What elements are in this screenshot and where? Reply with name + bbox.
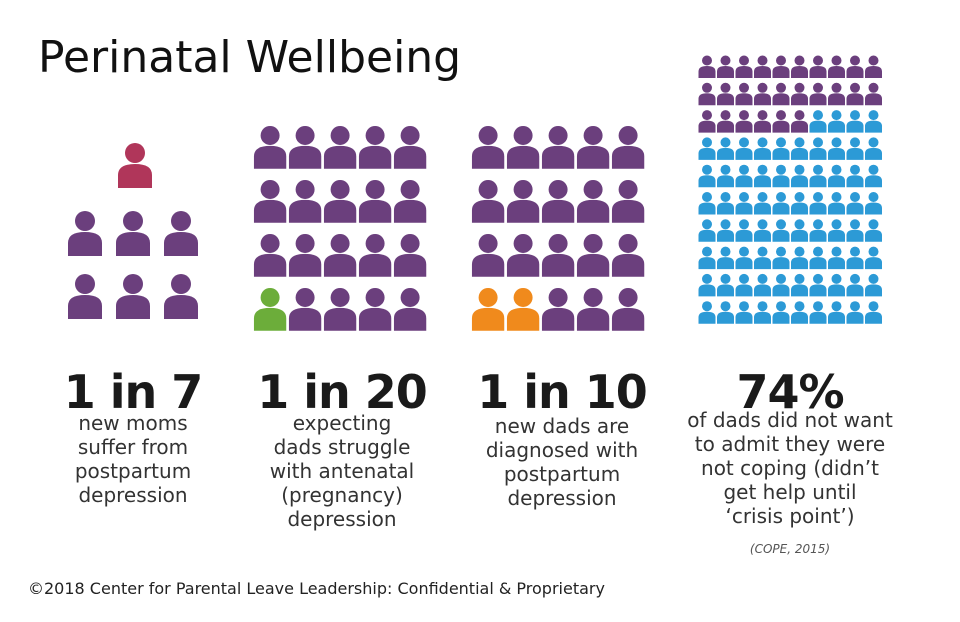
page-title: Perinatal Wellbeing <box>38 32 461 83</box>
description-line: to admit they were <box>695 432 885 456</box>
description-line: postpartum <box>75 459 191 483</box>
footer: ©2018 Center for Parental Leave Leadersh… <box>28 579 605 598</box>
description-line: new moms <box>78 411 187 435</box>
description-line: of dads did not want <box>687 408 893 432</box>
description-line: expecting <box>293 411 392 435</box>
description-line: diagnosed with <box>486 438 638 462</box>
description-line: with antenatal <box>270 459 414 483</box>
description-line: dads struggle <box>274 435 411 459</box>
citation: (COPE, 2015) <box>750 542 830 556</box>
description-line: get help until <box>723 480 856 504</box>
description-line: depression <box>78 483 187 507</box>
description-line: postpartum <box>504 462 620 486</box>
description-line: new dads are <box>495 414 629 438</box>
description-line: suffer from <box>78 435 188 459</box>
description-line: (pregnancy) <box>281 483 403 507</box>
stat: 1 in 10 <box>477 365 647 419</box>
description-line: not coping (didn’t <box>701 456 879 480</box>
description-line: ‘crisis point’) <box>725 504 854 528</box>
stat: 74% <box>736 365 843 419</box>
stat: 1 in 7 <box>64 365 203 419</box>
description-line: depression <box>287 507 396 531</box>
stat: 1 in 20 <box>257 365 427 419</box>
description-line: depression <box>507 486 616 510</box>
